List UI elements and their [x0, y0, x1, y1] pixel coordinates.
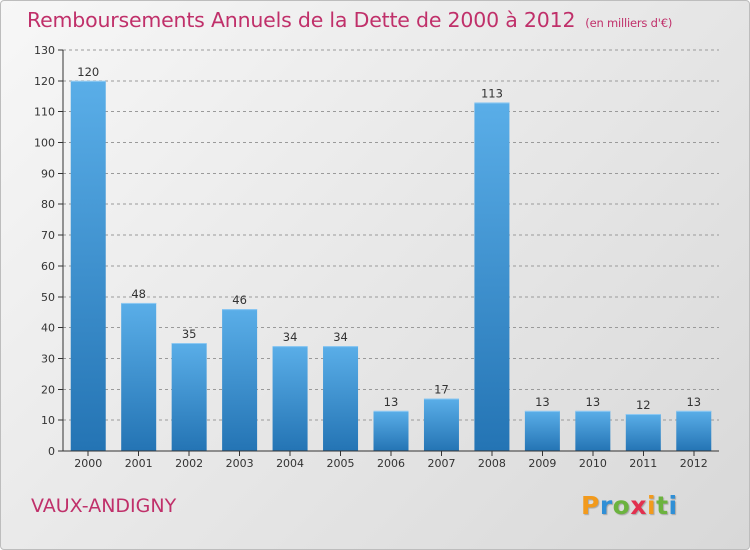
- bar: [272, 346, 308, 451]
- data-label: 13: [686, 395, 701, 409]
- y-tick-label: 30: [41, 352, 55, 365]
- y-tick-label: 20: [41, 383, 55, 396]
- x-tick-label: 2006: [377, 457, 405, 470]
- data-label: 13: [535, 395, 550, 409]
- bar: [323, 346, 359, 451]
- data-label: 13: [384, 395, 399, 409]
- bar: [575, 410, 611, 451]
- x-tick-label: 2002: [175, 457, 203, 470]
- bar: [474, 102, 510, 451]
- x-tick-label: 2005: [327, 457, 355, 470]
- y-tick-label: 90: [41, 167, 55, 180]
- data-label: 48: [131, 287, 146, 301]
- bar: [70, 80, 106, 451]
- x-tick-label: 2012: [680, 457, 708, 470]
- y-tick-label: 40: [41, 322, 55, 335]
- x-tick-label: 2011: [629, 457, 657, 470]
- chart-title: Remboursements Annuels de la Dette de 20…: [27, 8, 672, 32]
- bar: [524, 410, 560, 451]
- x-tick-label: 2008: [478, 457, 506, 470]
- x-tick-label: 2010: [579, 457, 607, 470]
- y-tick-label: 0: [48, 445, 55, 458]
- data-label: 12: [636, 398, 651, 412]
- commune-name: VAUX-ANDIGNY: [31, 495, 177, 517]
- data-label: 13: [586, 395, 601, 409]
- y-tick-label: 60: [41, 260, 55, 273]
- x-tick-label: 2001: [125, 457, 153, 470]
- logo-letter: t: [656, 491, 669, 520]
- bar: [423, 398, 459, 451]
- bar: [625, 413, 661, 451]
- chart-title-text: Remboursements Annuels de la Dette de 20…: [27, 8, 576, 32]
- x-tick-label: 2003: [226, 457, 254, 470]
- proxiti-logo: Proxiti: [581, 491, 678, 520]
- data-label: 120: [77, 65, 99, 79]
- bar: [121, 302, 157, 451]
- data-label: 35: [182, 327, 197, 341]
- y-tick-label: 80: [41, 198, 55, 211]
- logo-letter: o: [612, 491, 631, 520]
- logo-letter: i: [647, 491, 657, 520]
- bar: [676, 410, 712, 451]
- x-tick-label: 2000: [74, 457, 102, 470]
- y-tick-label: 100: [34, 137, 55, 150]
- x-tick-label: 2009: [528, 457, 556, 470]
- data-label: 34: [283, 330, 298, 344]
- y-tick-label: 130: [34, 44, 55, 57]
- logo-letter: x: [630, 491, 647, 520]
- y-tick-label: 10: [41, 414, 55, 427]
- logo-letter: i: [668, 491, 678, 520]
- data-label: 113: [481, 86, 503, 100]
- bar: [222, 309, 258, 451]
- y-tick-label: 110: [34, 106, 55, 119]
- y-tick-label: 70: [41, 229, 55, 242]
- y-tick-label: 120: [34, 75, 55, 88]
- bar: [373, 410, 409, 451]
- x-tick-label: 2007: [427, 457, 455, 470]
- chart-unit: (en milliers d'€): [585, 16, 673, 30]
- bar: [171, 343, 207, 451]
- x-tick-label: 2004: [276, 457, 304, 470]
- data-label: 46: [232, 293, 247, 307]
- data-label: 17: [434, 383, 449, 397]
- logo-letter: r: [599, 491, 613, 520]
- y-tick-label: 50: [41, 291, 55, 304]
- logo-letter: P: [581, 491, 600, 520]
- data-label: 34: [333, 330, 348, 344]
